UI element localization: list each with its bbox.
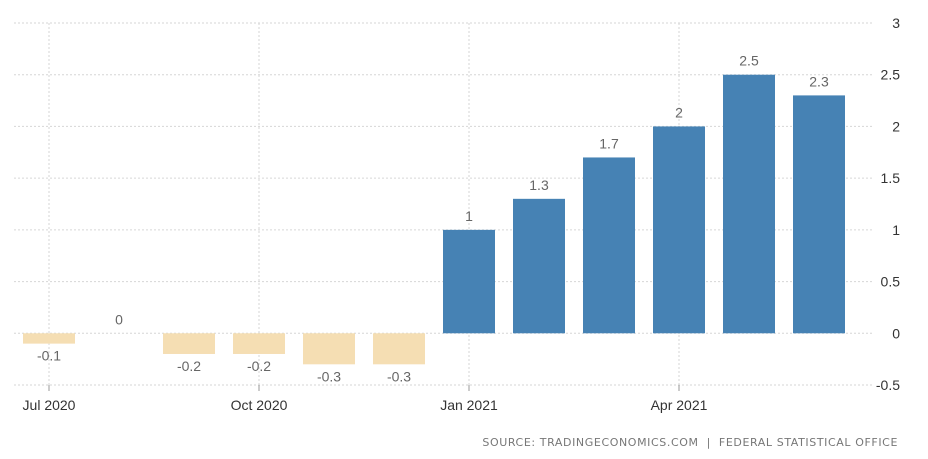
bar-value-label: 1.7 [599,135,619,151]
y-axis-tick-labels: 3 2.5 2 1.5 1 0.5 0 -0.5 [876,15,900,393]
source-note: SOURCE: TRADINGECONOMICS.COM | FEDERAL STA… [482,436,898,449]
x-tick-label: Apr 2021 [651,397,708,413]
bar [583,157,635,334]
x-tick-label: Jul 2020 [23,397,76,413]
y-tick-label: 3 [892,15,900,31]
bar-value-label: 2.3 [809,73,829,89]
bar-value-label: 2.5 [739,53,759,69]
y-tick-label: 1 [892,222,900,238]
bar-value-label: 1 [465,208,473,224]
bar [513,198,565,334]
source-office: FEDERAL STATISTICAL OFFICE [718,436,898,449]
bar [723,74,775,334]
y-tick-label: 2.5 [881,67,901,83]
x-axis-tick-labels: Jul 2020 Oct 2020 Jan 2021 Apr 2021 [23,397,708,413]
bar [23,333,75,344]
bar-value-label: 1.3 [529,177,549,193]
bar [443,229,495,334]
bar [163,333,215,354]
bar [303,333,355,365]
bar-value-label: -0.2 [177,358,201,374]
bar [653,126,705,334]
bar-value-label: -0.3 [317,368,341,384]
y-tick-label: 1.5 [881,170,901,186]
bar-value-label: 2 [675,104,683,120]
bar [793,95,845,334]
bar [233,333,285,354]
bar-value-label: 0 [115,311,123,327]
y-tick-label: -0.5 [876,377,900,393]
y-tick-label: 0 [892,325,900,341]
bar-value-label: -0.3 [387,368,411,384]
x-tick-label: Oct 2020 [231,397,288,413]
bar [373,333,425,365]
source-text: SOURCE: TRADINGECONOMICS.COM [482,436,699,449]
bar-value-label: -0.1 [37,348,61,364]
x-tick-label: Jan 2021 [440,397,498,413]
bars [23,74,845,365]
y-tick-label: 0.5 [881,274,901,290]
bar-value-labels: -0.1 0 -0.2 -0.2 -0.3 -0.3 1 1.3 1.7 2 2.5 2.3 [37,53,829,385]
source-separator: | [706,436,711,449]
y-tick-label: 2 [892,118,900,134]
bar-value-label: -0.2 [247,358,271,374]
